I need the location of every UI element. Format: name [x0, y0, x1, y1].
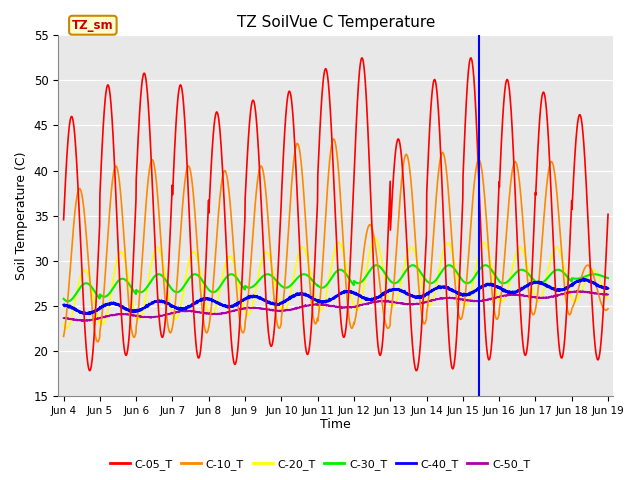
- Text: TZ_sm: TZ_sm: [72, 19, 114, 32]
- Legend: C-05_T, C-10_T, C-20_T, C-30_T, C-40_T, C-50_T: C-05_T, C-10_T, C-20_T, C-30_T, C-40_T, …: [106, 455, 534, 474]
- Title: TZ SoilVue C Temperature: TZ SoilVue C Temperature: [237, 15, 435, 30]
- Y-axis label: Soil Temperature (C): Soil Temperature (C): [15, 151, 28, 280]
- X-axis label: Time: Time: [321, 419, 351, 432]
